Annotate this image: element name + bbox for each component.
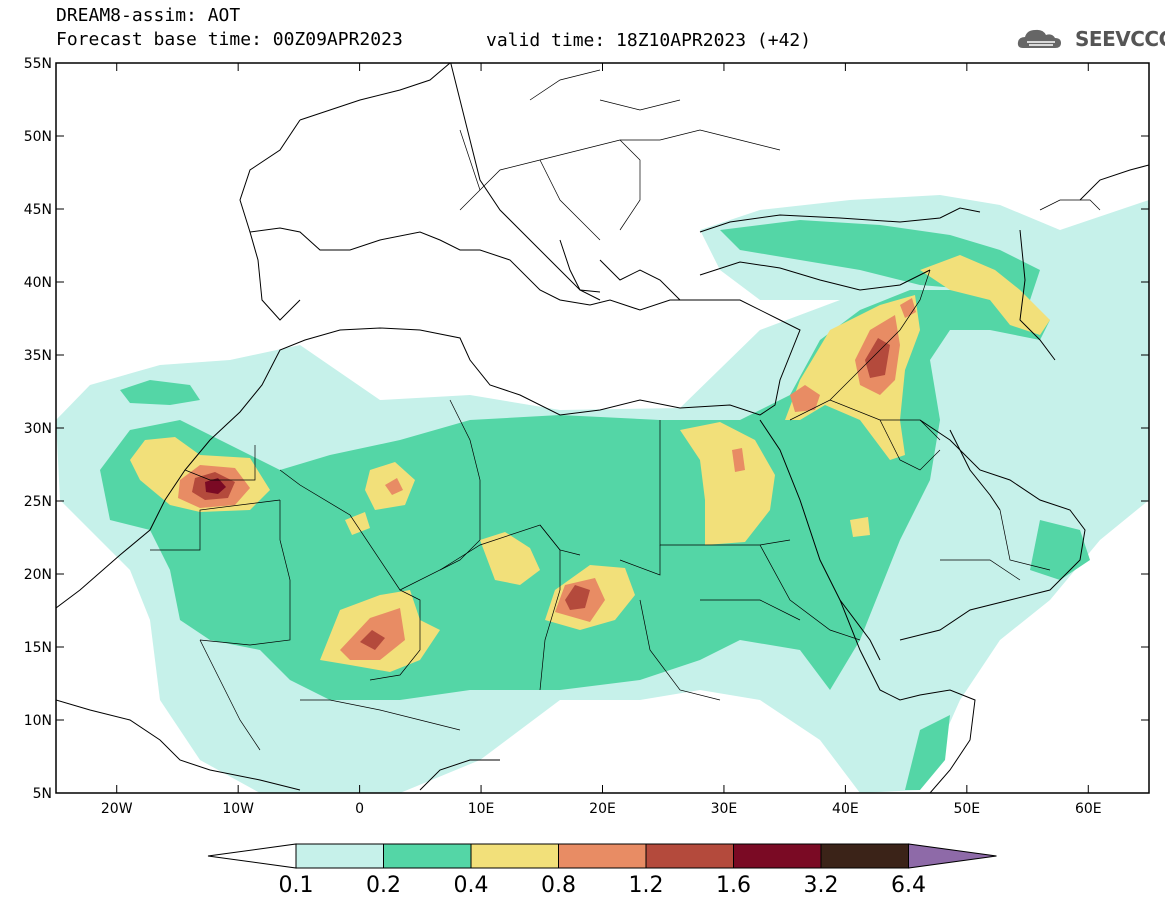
aot-level-1.6 (205, 478, 226, 494)
lat-tick-label: 5N (33, 786, 52, 802)
coastlines (56, 63, 1149, 793)
lon-tick-label: 60E (1075, 801, 1102, 817)
lon-tick-label: 50E (953, 801, 980, 817)
aot-field (56, 63, 1149, 793)
colorbar-over-arrow (908, 843, 997, 869)
lat-tick-label: 30N (24, 421, 52, 437)
colorbar-box (295, 843, 384, 869)
lon-tick-label: 30E (711, 801, 738, 817)
colorbar-box (645, 843, 734, 869)
colorbar-under-arrow (207, 843, 297, 869)
colorbar-level-label: 0.8 (541, 873, 576, 898)
lat-tick-label: 15N (24, 640, 52, 656)
latitude-ticks: 55N 50N 45N 40N 35N 30N 25N 20N 15N 10N 5N (24, 56, 1149, 802)
lon-tick-label: 10E (468, 801, 495, 817)
map-title: DREAM8-assim: AOT (56, 5, 241, 26)
colorbar-level-label: 1.6 (716, 873, 751, 898)
logo-text: SEEVCCC (1075, 27, 1165, 51)
lat-tick-label: 25N (24, 494, 52, 510)
lon-tick-label: 0 (355, 801, 364, 817)
forecast-base-time: Forecast base time: 00Z09APR2023 (56, 29, 403, 50)
lat-tick-label: 35N (24, 348, 52, 364)
lon-tick-label: 40E (832, 801, 859, 817)
colorbar-level-label: 0.2 (366, 873, 401, 898)
colorbar-box (558, 843, 647, 869)
colorbar-box (820, 843, 909, 869)
valid-time: valid time: 18Z10APR2023 (+42) (486, 30, 812, 51)
lon-tick-label: 20E (589, 801, 616, 817)
cloud-logo-icon (1017, 29, 1061, 48)
lat-tick-label: 40N (24, 275, 52, 291)
seevccc-logo: SEEVCCC (1015, 24, 1165, 54)
colorbar-box (383, 843, 472, 869)
colorbar-level-label: 0.1 (279, 873, 314, 898)
lat-tick-label: 50N (24, 129, 52, 145)
colorbar-level-label: 6.4 (891, 873, 926, 898)
lon-tick-label: 10W (222, 801, 254, 817)
country-borders (150, 69, 1101, 751)
lat-tick-label: 20N (24, 567, 52, 583)
colorbar-level-label: 3.2 (804, 873, 839, 898)
lat-tick-label: 10N (24, 713, 52, 729)
colorbar-box (733, 843, 822, 869)
lat-tick-label: 45N (24, 202, 52, 218)
lon-tick-label: 20W (101, 801, 133, 817)
colorbar-box (470, 843, 559, 869)
longitude-ticks: 20W 10W 0 10E 20E 30E 40E 50E 60E (101, 63, 1102, 817)
lat-tick-label: 55N (24, 56, 52, 72)
colorbar-level-label: 0.4 (454, 873, 489, 898)
colorbar-level-label: 1.2 (629, 873, 664, 898)
